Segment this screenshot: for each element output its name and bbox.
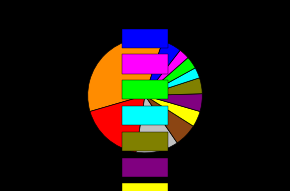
Wedge shape xyxy=(145,94,202,112)
Polygon shape xyxy=(122,106,168,125)
Polygon shape xyxy=(122,80,168,99)
Wedge shape xyxy=(145,96,200,126)
Polygon shape xyxy=(122,132,168,151)
Polygon shape xyxy=(122,54,168,74)
Wedge shape xyxy=(145,78,202,96)
Polygon shape xyxy=(122,29,168,48)
Polygon shape xyxy=(122,158,168,177)
Wedge shape xyxy=(145,68,200,96)
Polygon shape xyxy=(122,183,168,191)
Wedge shape xyxy=(145,41,180,96)
Wedge shape xyxy=(90,96,145,152)
Wedge shape xyxy=(136,96,177,153)
Wedge shape xyxy=(145,50,188,96)
Wedge shape xyxy=(88,38,163,112)
Wedge shape xyxy=(145,96,193,143)
Wedge shape xyxy=(145,58,195,96)
